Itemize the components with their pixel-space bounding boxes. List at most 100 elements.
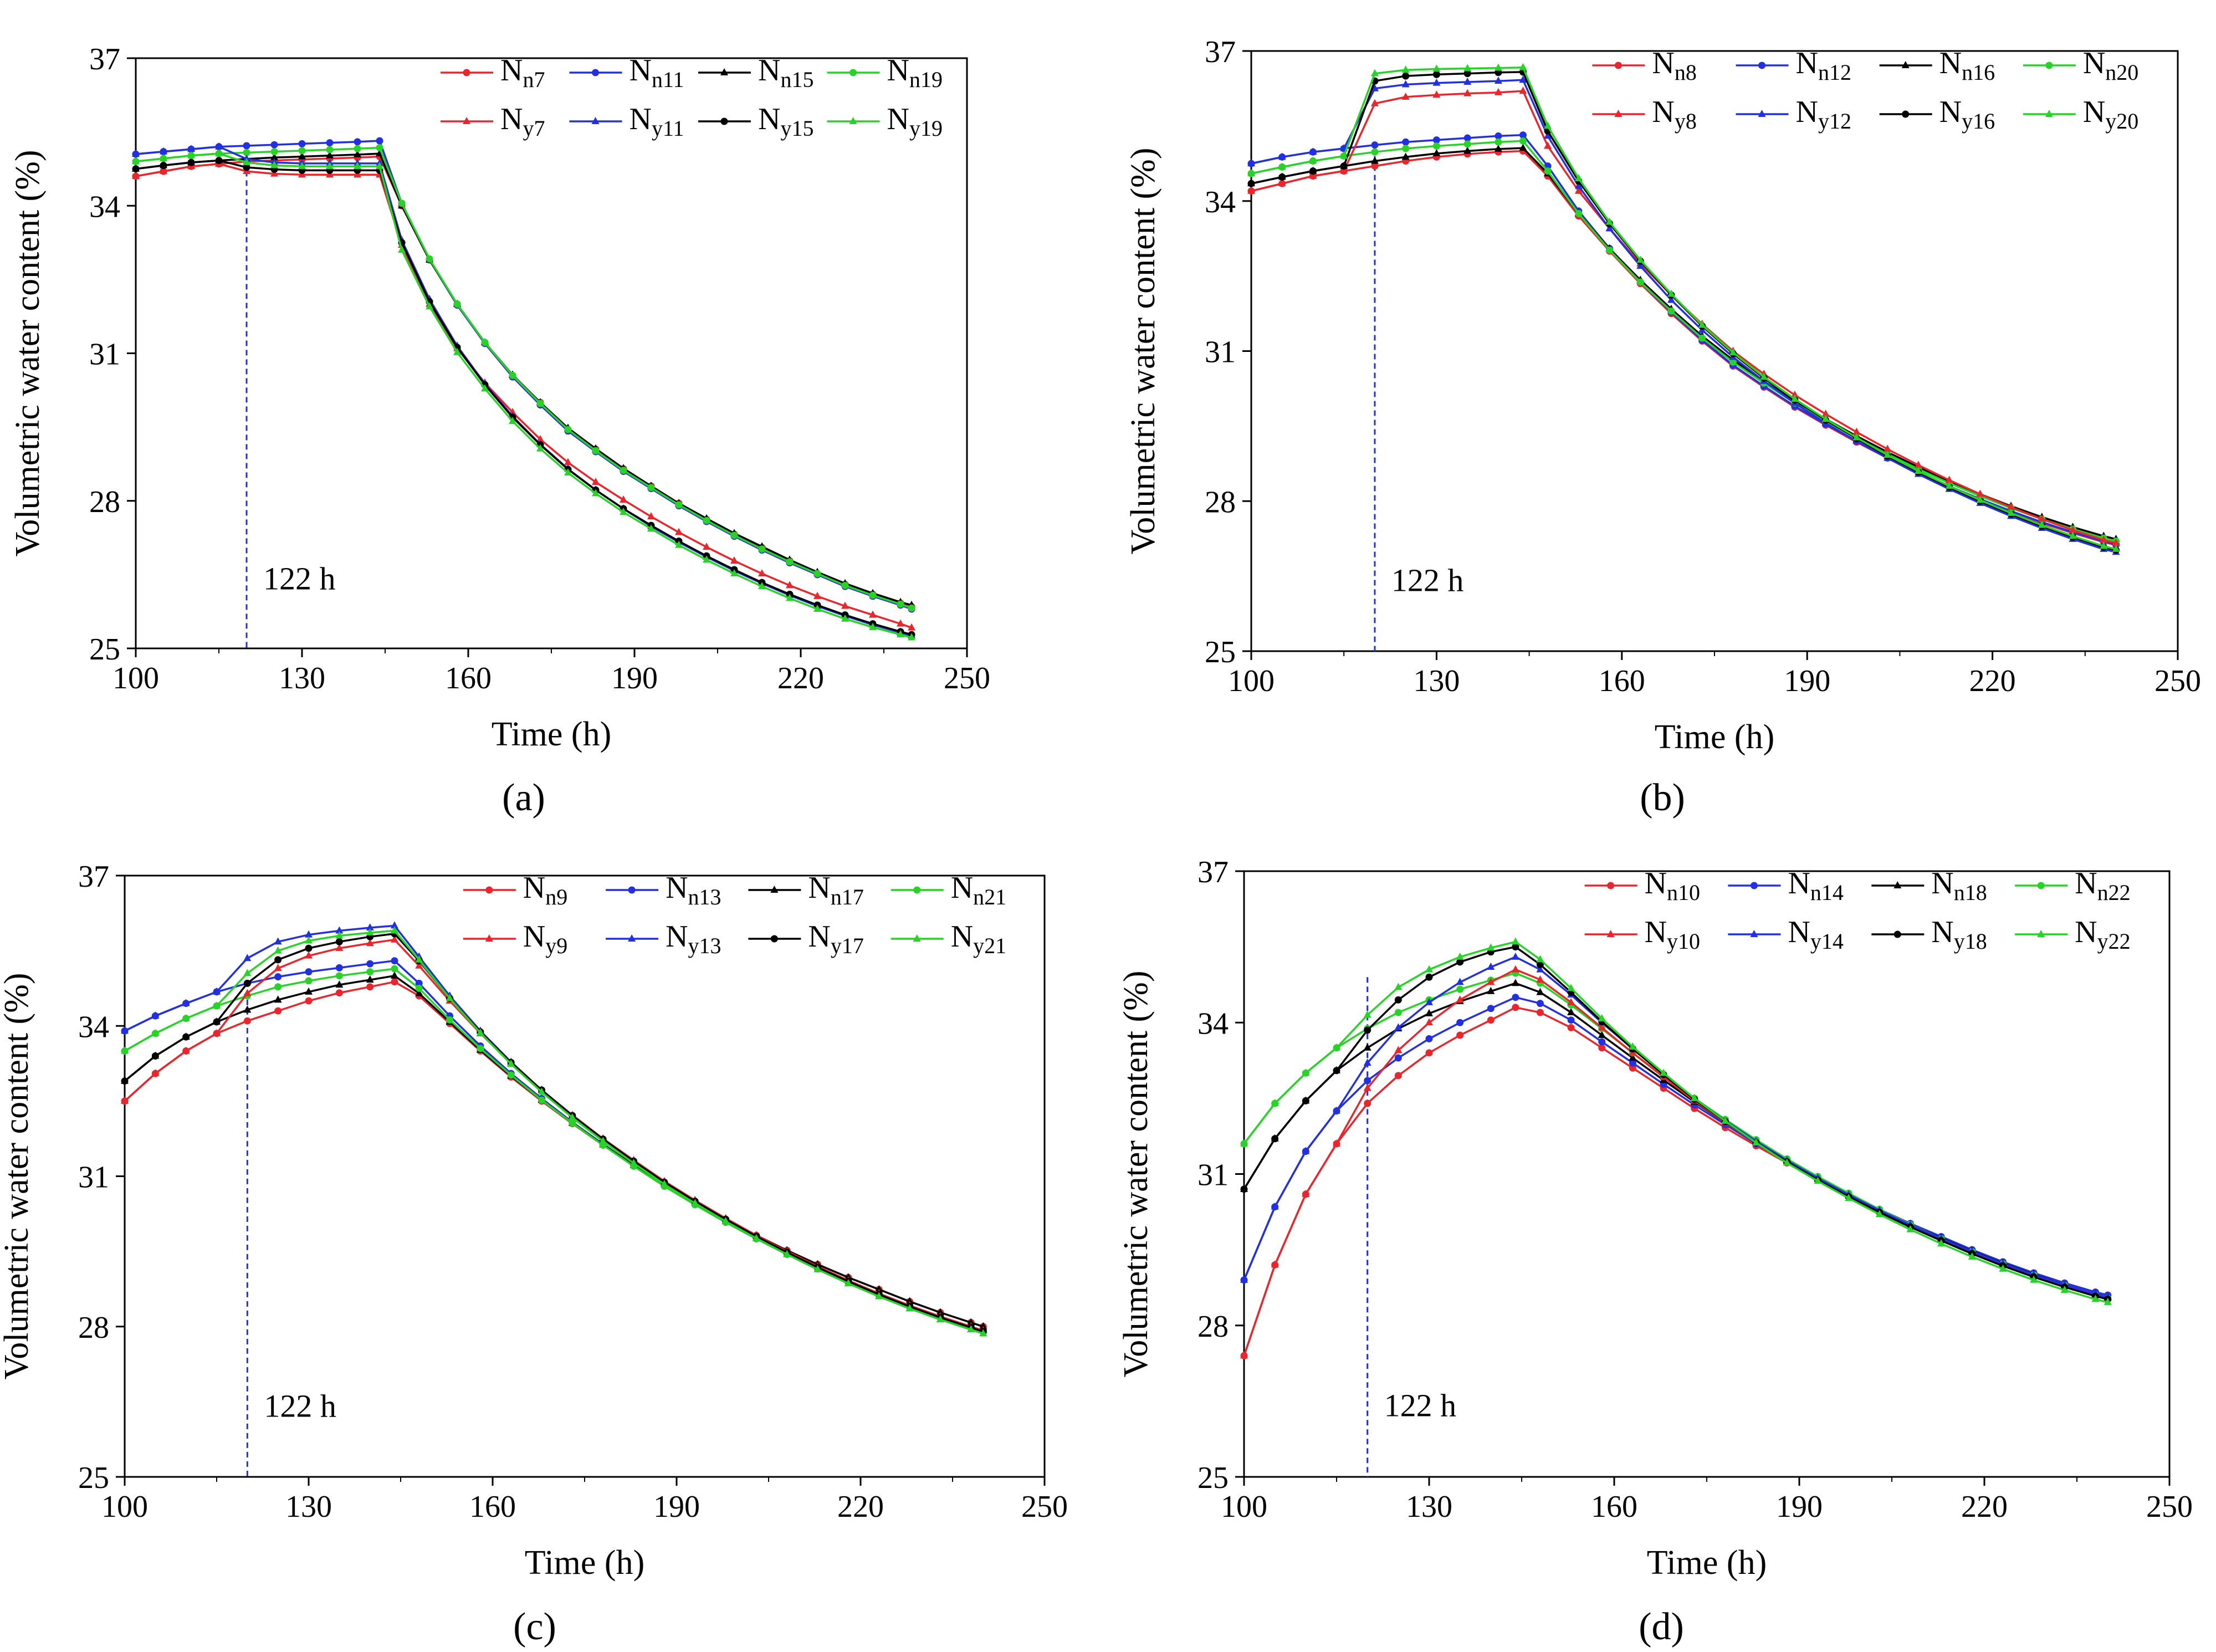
data-point xyxy=(813,591,821,599)
legend-item-Nn12: Nn12 xyxy=(1736,46,1851,85)
data-point xyxy=(1544,121,1552,129)
data-point xyxy=(243,989,252,996)
legend-marker xyxy=(770,886,779,893)
data-point xyxy=(335,972,343,980)
data-point xyxy=(1598,1038,1606,1046)
legend-item-Ny21: Ny21 xyxy=(891,919,1006,958)
x-tick-label: 190 xyxy=(611,661,658,695)
data-point xyxy=(1371,141,1379,149)
x-tick-label: 250 xyxy=(2146,1490,2193,1524)
data-point xyxy=(132,165,140,173)
data-point xyxy=(476,1028,484,1036)
series-Nn16 xyxy=(1247,144,2120,542)
legend-item-Ny18: Ny18 xyxy=(1871,915,1987,954)
series-line-Nn11 xyxy=(135,140,912,610)
data-point xyxy=(298,152,306,160)
data-point xyxy=(1544,141,1552,149)
legend-label: Nn20 xyxy=(2083,46,2138,85)
series-line-Nn7 xyxy=(135,155,912,608)
data-point xyxy=(182,1014,190,1021)
data-point xyxy=(908,633,915,641)
data-point xyxy=(1976,489,1984,497)
x-tick-label: 160 xyxy=(445,661,492,695)
data-point xyxy=(354,150,361,157)
data-point xyxy=(841,614,849,622)
data-point xyxy=(390,926,398,934)
data-point xyxy=(1425,965,1433,973)
legend-label: Ny21 xyxy=(951,919,1006,958)
series-Ny14 xyxy=(1240,952,2112,1300)
data-point xyxy=(1914,461,1922,468)
data-point xyxy=(1567,984,1575,991)
legend-marker xyxy=(1750,882,1758,889)
legend-marker xyxy=(1758,110,1766,117)
legend-label: Nn11 xyxy=(630,53,684,92)
data-point xyxy=(1487,978,1495,985)
data-point xyxy=(592,478,600,485)
panel-b: 100 130 160 190 220 250 25 28 31 34 37 Time (h) Volu… xyxy=(1124,35,2201,819)
data-point xyxy=(270,161,278,168)
data-point xyxy=(213,1029,221,1036)
data-point xyxy=(1456,952,1464,960)
data-point xyxy=(1567,1024,1575,1031)
y-tick-label: 34 xyxy=(1197,1006,1229,1041)
x-axis-label-b: Time (h) xyxy=(1655,718,1774,756)
data-point xyxy=(1845,1194,1853,1201)
legend-marker xyxy=(463,117,470,124)
legend-item-Nn17: Nn17 xyxy=(748,871,864,909)
data-point xyxy=(1495,132,1502,140)
series-Nn7 xyxy=(132,153,915,611)
x-tick-label: 160 xyxy=(1591,1490,1637,1524)
x-tick-label: 130 xyxy=(1413,664,1460,698)
data-point xyxy=(1884,444,1892,452)
axes-frame-d xyxy=(1243,870,2171,1478)
series-line-Ny10 xyxy=(1243,968,2108,1356)
data-point xyxy=(354,162,361,170)
data-point xyxy=(1729,358,1737,366)
data-point xyxy=(1721,1116,1729,1124)
legend-label: Ny8 xyxy=(1652,95,1696,134)
legend-item-Ny12: Ny12 xyxy=(1736,95,1851,134)
data-point xyxy=(703,555,710,563)
data-point xyxy=(335,926,344,934)
marker-label-a: 122 h xyxy=(263,561,336,597)
panel-label-b: (b) xyxy=(1640,776,1685,819)
data-point xyxy=(1512,994,1519,1001)
legend-marker xyxy=(1893,930,1901,938)
data-point xyxy=(758,582,766,590)
y-tick-label: 37 xyxy=(89,42,120,76)
legend-c: Nn9 Nn13 Nn17 Nn21 Ny9 Ny13 Ny17 Ny21 xyxy=(463,871,1006,958)
legend-label: Ny10 xyxy=(1645,915,1700,954)
legend-marker xyxy=(463,69,470,76)
marker-label-b: 122 h xyxy=(1391,562,1464,599)
series-Nn13 xyxy=(121,957,987,1334)
legend-marker xyxy=(1901,61,1910,68)
series-Nn19 xyxy=(132,144,915,612)
data-point xyxy=(415,955,423,963)
data-point xyxy=(1536,988,1544,995)
data-point xyxy=(1425,1018,1433,1026)
data-point xyxy=(675,528,683,535)
data-point xyxy=(1574,174,1583,182)
legend-marker xyxy=(2037,930,2045,937)
y-tick-label: 34 xyxy=(1205,185,1236,219)
series-line-Nn16 xyxy=(1251,147,2116,540)
data-point xyxy=(1698,334,1706,342)
x-tick-label: 220 xyxy=(1961,1490,2008,1524)
data-point xyxy=(1598,1023,1606,1031)
data-point xyxy=(979,1329,987,1337)
plot-area-a: 100 130 160 190 220 250 25 28 31 34 37 Time (h) Volu… xyxy=(9,42,990,753)
data-point xyxy=(1271,1098,1279,1106)
legend-label: Nn16 xyxy=(1939,46,1995,85)
series-line-Nn19 xyxy=(135,146,912,609)
data-point xyxy=(1278,173,1286,181)
x-tick-label: 100 xyxy=(101,1490,148,1524)
data-point xyxy=(2069,525,2077,533)
x-tick-label: 250 xyxy=(944,661,990,695)
data-point xyxy=(936,1315,944,1323)
data-point xyxy=(1605,224,1614,232)
x-tick-label: 130 xyxy=(285,1490,332,1524)
legend-marker xyxy=(1614,110,1623,117)
data-point xyxy=(908,623,915,631)
legend-label: Nn22 xyxy=(2075,866,2130,905)
